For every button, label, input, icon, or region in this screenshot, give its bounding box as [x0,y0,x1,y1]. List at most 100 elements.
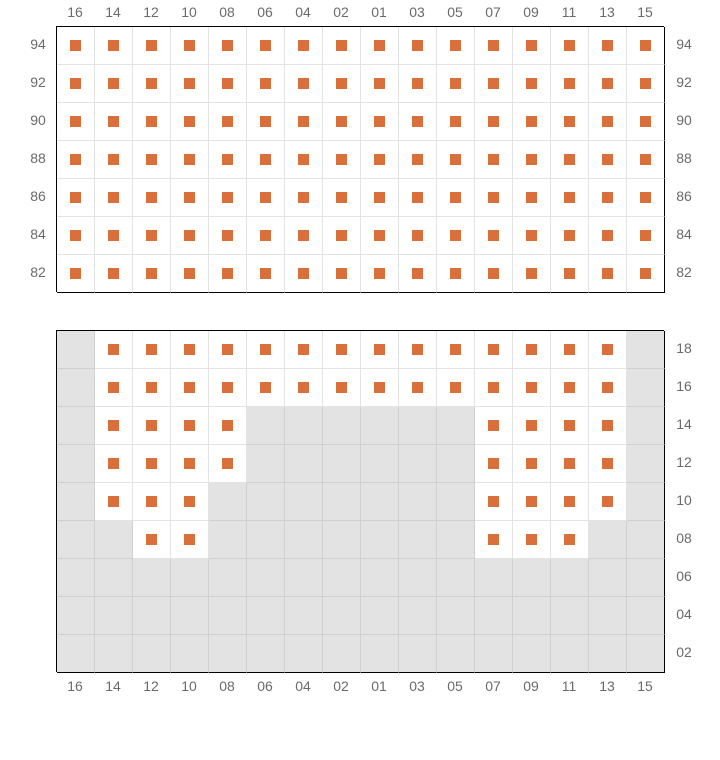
seat-cell[interactable] [247,369,285,407]
seat-cell[interactable] [437,331,475,369]
seat-cell[interactable] [399,217,437,255]
seat-cell[interactable] [513,445,551,483]
seat-cell[interactable] [209,407,247,445]
seat-cell[interactable] [475,255,513,293]
seat-cell[interactable] [209,369,247,407]
seat-cell[interactable] [513,65,551,103]
seat-cell[interactable] [285,179,323,217]
seat-cell[interactable] [95,65,133,103]
seat-cell[interactable] [95,179,133,217]
seat-cell[interactable] [209,255,247,293]
seat-cell[interactable] [95,217,133,255]
seat-cell[interactable] [627,141,665,179]
seat-cell[interactable] [361,103,399,141]
seat-cell[interactable] [437,65,475,103]
seat-cell[interactable] [209,103,247,141]
seat-cell[interactable] [589,141,627,179]
seat-cell[interactable] [513,407,551,445]
seat-cell[interactable] [285,103,323,141]
seat-cell[interactable] [247,217,285,255]
seat-cell[interactable] [475,65,513,103]
seat-cell[interactable] [209,331,247,369]
seat-cell[interactable] [551,103,589,141]
seat-cell[interactable] [513,521,551,559]
seat-cell[interactable] [551,407,589,445]
seat-cell[interactable] [209,27,247,65]
seat-cell[interactable] [323,369,361,407]
seat-cell[interactable] [399,179,437,217]
seat-cell[interactable] [285,369,323,407]
seat-cell[interactable] [513,103,551,141]
seat-cell[interactable] [399,331,437,369]
seat-cell[interactable] [513,141,551,179]
seat-cell[interactable] [589,445,627,483]
seat-cell[interactable] [133,483,171,521]
seat-cell[interactable] [133,255,171,293]
seat-cell[interactable] [399,369,437,407]
seat-cell[interactable] [133,407,171,445]
seat-cell[interactable] [95,445,133,483]
seat-cell[interactable] [551,179,589,217]
seat-cell[interactable] [95,369,133,407]
seat-cell[interactable] [361,179,399,217]
seat-cell[interactable] [171,179,209,217]
seat-cell[interactable] [437,103,475,141]
seat-cell[interactable] [323,179,361,217]
seat-cell[interactable] [437,27,475,65]
seat-cell[interactable] [285,255,323,293]
seat-cell[interactable] [589,369,627,407]
seat-cell[interactable] [551,65,589,103]
seat-cell[interactable] [247,103,285,141]
seat-cell[interactable] [323,141,361,179]
seat-cell[interactable] [551,369,589,407]
seat-cell[interactable] [171,255,209,293]
seat-cell[interactable] [133,27,171,65]
seat-cell[interactable] [589,103,627,141]
seat-cell[interactable] [627,255,665,293]
seat-cell[interactable] [589,27,627,65]
seat-cell[interactable] [247,331,285,369]
seat-cell[interactable] [209,179,247,217]
seat-cell[interactable] [57,217,95,255]
seat-cell[interactable] [247,27,285,65]
seat-cell[interactable] [57,27,95,65]
seat-cell[interactable] [171,141,209,179]
seat-cell[interactable] [95,483,133,521]
seat-cell[interactable] [475,369,513,407]
seat-cell[interactable] [209,217,247,255]
seat-cell[interactable] [95,141,133,179]
seat-cell[interactable] [247,179,285,217]
seat-cell[interactable] [247,141,285,179]
seat-cell[interactable] [133,141,171,179]
seat-cell[interactable] [627,27,665,65]
seat-cell[interactable] [323,331,361,369]
seat-cell[interactable] [551,445,589,483]
seat-cell[interactable] [399,255,437,293]
seat-cell[interactable] [171,65,209,103]
seat-cell[interactable] [361,27,399,65]
seat-cell[interactable] [133,445,171,483]
seat-cell[interactable] [551,483,589,521]
seat-cell[interactable] [171,483,209,521]
seat-cell[interactable] [437,179,475,217]
seat-cell[interactable] [247,65,285,103]
seat-cell[interactable] [513,255,551,293]
seat-cell[interactable] [627,103,665,141]
seat-cell[interactable] [551,217,589,255]
seat-cell[interactable] [361,369,399,407]
seat-cell[interactable] [323,103,361,141]
seat-cell[interactable] [627,65,665,103]
seat-cell[interactable] [437,369,475,407]
seat-cell[interactable] [361,255,399,293]
seat-cell[interactable] [475,483,513,521]
seat-cell[interactable] [437,141,475,179]
seat-cell[interactable] [475,445,513,483]
seat-cell[interactable] [171,27,209,65]
seat-cell[interactable] [285,331,323,369]
seat-cell[interactable] [551,331,589,369]
seat-cell[interactable] [361,331,399,369]
seat-cell[interactable] [399,103,437,141]
seat-cell[interactable] [475,103,513,141]
seat-cell[interactable] [133,217,171,255]
seat-cell[interactable] [171,103,209,141]
